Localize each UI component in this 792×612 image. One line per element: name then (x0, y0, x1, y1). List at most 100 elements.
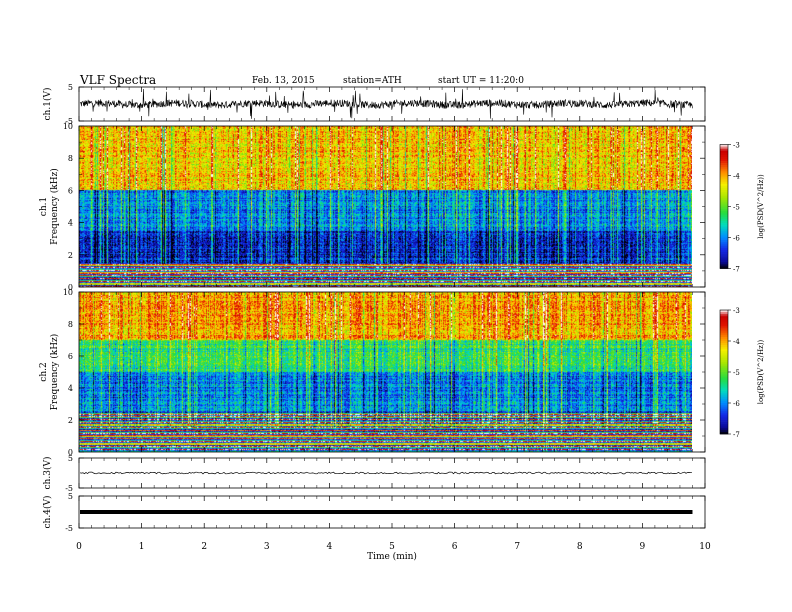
y-tick-label: 4 (68, 219, 73, 228)
colorbar-cell (720, 429, 728, 433)
x-tick-label: 7 (514, 542, 520, 552)
x-tick-label: 5 (389, 542, 395, 552)
x-tick-label: 6 (452, 542, 458, 552)
colorbar-tick-label: -3 (733, 142, 740, 150)
colorbar-cell (720, 347, 728, 350)
colorbar-cell (720, 241, 728, 244)
colorbar-label: log(PSD(V^2/Hz)) (757, 174, 765, 239)
x-tick-label: 4 (327, 542, 333, 552)
colorbar-cell (720, 320, 728, 323)
colorbar-cell (720, 208, 728, 211)
colorbar-cell (720, 225, 728, 228)
colorbar-cell (720, 382, 728, 385)
colorbar-cell (720, 431, 728, 435)
colorbar-cell (720, 245, 728, 249)
ch1-spectrogram-heatmap (79, 126, 692, 287)
colorbar-cell (720, 247, 728, 251)
colorbar-cell (720, 146, 728, 149)
x-tick-label: 3 (264, 542, 270, 552)
colorbar-cell (720, 394, 728, 398)
ch1-waveform-xticks (78, 87, 706, 121)
ch1-waveform-trace (79, 88, 693, 119)
y-tick-label: 8 (68, 320, 73, 329)
colorbar-cell (720, 390, 728, 393)
colorbar-cell (720, 374, 728, 377)
y-tick-label: 5 (68, 83, 73, 92)
y-tick-label: 4 (68, 384, 73, 393)
colorbar-cell (720, 206, 728, 209)
y-tick-label: -5 (65, 117, 73, 126)
colorbar-cell (720, 258, 728, 261)
ch2-spectrogram-ylabel: Frequency (kHz) (49, 334, 60, 411)
ch3-waveform-ylabel: ch.3(V) (42, 457, 53, 490)
colorbar-cell (720, 351, 728, 354)
colorbar-cell (720, 419, 728, 422)
colorbar-cell (720, 338, 728, 342)
colorbar-cell (720, 210, 728, 213)
colorbar-tick-label: -4 (733, 338, 740, 346)
colorbar-tick-label: -7 (733, 431, 740, 439)
colorbar-cell (720, 423, 728, 427)
y-tick-label: 6 (68, 186, 73, 195)
colorbar-cell (720, 415, 728, 418)
colorbar-cell (720, 427, 728, 431)
y-tick-label: 2 (68, 416, 73, 425)
colorbar-cell (720, 378, 728, 381)
colorbar-cell (720, 355, 728, 358)
colorbar-cell (720, 194, 728, 197)
colorbar-cell (720, 421, 728, 424)
colorbar-cell (720, 372, 728, 375)
y-tick-label: 10 (63, 288, 73, 297)
y-tick-label: -5 (65, 524, 73, 533)
colorbar-cell (720, 189, 728, 193)
colorbar-cell (720, 214, 728, 218)
colorbar-cell (720, 175, 728, 178)
colorbar-tick-label: -6 (733, 235, 740, 243)
colorbar-cell (720, 330, 728, 334)
colorbar-cell (720, 181, 728, 185)
x-tick-label: 9 (640, 542, 646, 552)
colorbar-cell (720, 396, 728, 400)
y-tick-label: 5 (68, 492, 73, 501)
colorbar-cell (720, 357, 728, 360)
colorbar-cell (720, 369, 728, 373)
colorbar-cell (720, 386, 728, 389)
colorbar-cell (720, 398, 728, 402)
colorbar-cell (720, 237, 728, 240)
ch1-spectrogram-ylabel: Frequency (kHz) (49, 168, 60, 245)
colorbar-cell (720, 254, 728, 257)
ch2-spectrogram-channel-label: ch.2 (39, 362, 49, 381)
ch1-spectrogram-channel-label: ch.1 (39, 197, 49, 216)
colorbar-cell (720, 198, 728, 201)
colorbar-cell (720, 409, 728, 412)
colorbar-cell (720, 204, 728, 207)
colorbar-cell (720, 365, 728, 369)
header-station: station=ATH (343, 76, 402, 86)
x-tick-label: 2 (201, 542, 207, 552)
y-tick-label: 10 (63, 122, 73, 131)
y-tick-label: 2 (68, 251, 73, 260)
colorbar-cell (720, 167, 728, 170)
colorbar-cell (720, 345, 728, 348)
header-date: Feb. 13, 2015 (252, 76, 315, 86)
x-axis-label: Time (min) (367, 551, 417, 562)
colorbar-cell (720, 144, 728, 147)
colorbar-cell (720, 332, 728, 336)
colorbar-cell (720, 227, 728, 230)
colorbar-tick-label: -7 (733, 266, 740, 274)
colorbar-cell (720, 380, 728, 383)
colorbar-cell (720, 407, 728, 410)
x-tick-label: 8 (577, 542, 583, 552)
colorbar-cell (720, 376, 728, 379)
colorbar-cell (720, 341, 728, 344)
colorbar-cell (720, 165, 728, 168)
colorbar-cell (720, 343, 728, 346)
colorbar-cell (720, 218, 728, 222)
colorbar-tick-label: -6 (733, 400, 740, 408)
ch3-waveform-xticks (78, 458, 706, 488)
ch1-waveform-ylabel: ch.1(V) (42, 88, 53, 121)
colorbar-cell (720, 334, 728, 338)
colorbar-cell (720, 216, 728, 220)
colorbar-cell (720, 150, 728, 154)
